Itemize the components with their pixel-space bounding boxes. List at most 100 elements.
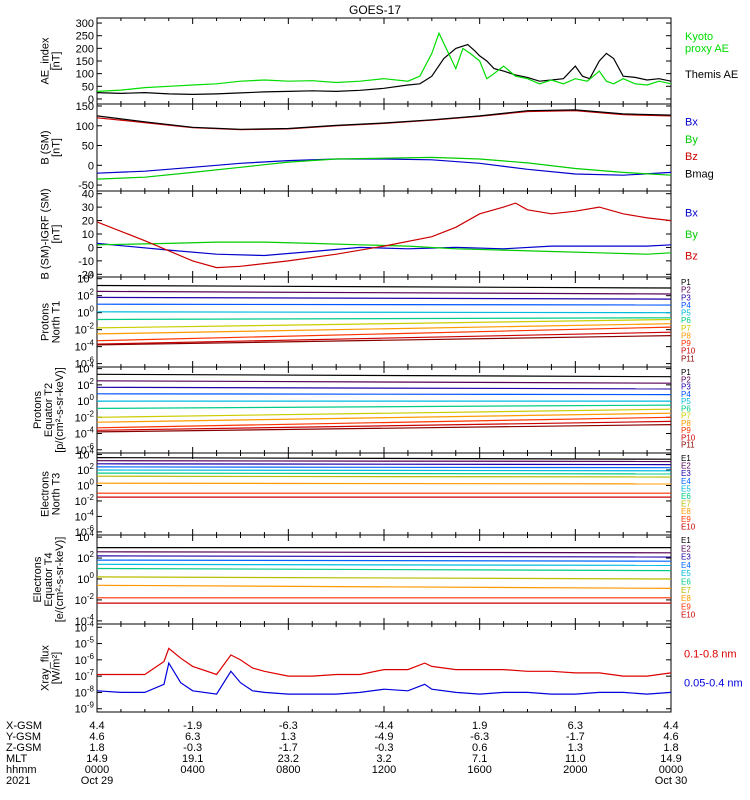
legend-label: P6	[681, 316, 691, 325]
series-line-p4	[96, 303, 672, 306]
x-tick-label: 1.9	[472, 720, 487, 732]
series-line-bz	[96, 110, 672, 131]
y-tick-label: 300	[76, 18, 94, 30]
x-tick-label: 0800	[276, 764, 300, 776]
legend-label: Bz	[685, 251, 698, 263]
y-tick-label: -10	[78, 256, 94, 268]
legend-label: P5	[681, 309, 691, 318]
legend-label: E7	[681, 586, 691, 595]
series-line-0-05-0-4-nm	[96, 661, 672, 695]
series-line-e5	[96, 469, 672, 472]
legend-label: Themis AE	[685, 69, 738, 81]
y-axis-label: B (SM)	[40, 130, 52, 164]
x-row-label: Y-GSM	[6, 731, 41, 743]
series-line-p6	[96, 404, 672, 409]
series-line-p5	[96, 311, 672, 314]
panel-frame	[96, 103, 672, 192]
series-line-e2	[96, 551, 672, 554]
series-line-e8	[96, 482, 672, 485]
series-line-p9	[96, 416, 672, 429]
y-tick-label: 10-2	[75, 322, 95, 337]
y-axis-label: Protons	[32, 391, 44, 429]
series-line-e4	[96, 466, 672, 469]
series-line-p3	[96, 386, 672, 390]
x-tick-label: -6.3	[279, 720, 298, 732]
legend-label: E4	[681, 561, 691, 570]
series-line-p2	[96, 380, 672, 384]
x-tick-label: 11.0	[565, 753, 586, 765]
y-axis-label: Protons	[40, 303, 52, 341]
y-tick-label: 10-4	[75, 619, 95, 634]
x-tick-label: 0.6	[472, 742, 487, 754]
y-tick-label: 20	[82, 216, 94, 228]
x-row-label: MLT	[6, 753, 27, 765]
y-tick-label: 10-2	[75, 409, 95, 424]
y-axis-label: [e/(cm²-s-sr-keV)]	[54, 537, 66, 623]
y-tick-label: 100	[76, 121, 94, 133]
x-row-label: Z-GSM	[6, 742, 41, 754]
legend-label: P1	[681, 368, 691, 377]
y-axis-label: North T1	[51, 301, 63, 344]
legend-label: E8	[681, 507, 691, 516]
legend-label: 0.05-0.4 nm	[684, 678, 743, 690]
legend-label: E10	[681, 522, 696, 531]
chart-title: GOES-17	[349, 3, 401, 17]
x-tick-label: 1600	[467, 764, 491, 776]
series-line-p1	[96, 284, 672, 289]
legend-label: P2	[681, 286, 691, 295]
x-tick-label: 6.3	[185, 731, 200, 743]
legend-label: E10	[681, 611, 696, 620]
x-tick-label: -4.4	[375, 720, 394, 732]
x-tick-label: -4.9	[375, 731, 394, 743]
series-line-p11	[96, 335, 672, 346]
y-tick-label: 100	[77, 477, 94, 492]
x-tick-label: 0000	[85, 764, 109, 776]
y-axis-label: Xray_flux	[40, 645, 52, 691]
panel-b_sm: 150 100 50 0 -50 B (SM) [nT] Bx By Bz Bmag	[40, 101, 714, 192]
x-tick-label: 0400	[180, 764, 204, 776]
legend-label: E8	[681, 594, 691, 603]
series-line-p10	[96, 420, 672, 431]
y-tick-label: 250	[76, 31, 94, 43]
panel-frame	[96, 623, 672, 713]
x-tick-label: 3.2	[376, 753, 391, 765]
y-axis-label: B (SM)-IGRF (SM)	[40, 188, 52, 279]
legend-label: E3	[681, 553, 691, 562]
y-tick-label: 10-8	[75, 684, 95, 699]
legend-label: E1	[681, 536, 691, 545]
x-tick-label: -1.7	[566, 731, 585, 743]
series-line-p8	[96, 412, 672, 423]
panel-xray: 10-4 10-510-610-710-8 10-9 Xray_flux [W/m²] 0…	[40, 619, 743, 715]
x-tick-label: -0.3	[375, 742, 394, 754]
x-tick-label: 1.3	[281, 731, 296, 743]
y-tick-label: 104	[77, 271, 94, 286]
legend-label: E9	[681, 602, 691, 611]
panel-frame	[96, 17, 672, 105]
legend-label: E2	[681, 544, 691, 553]
series-line-bmag	[96, 109, 672, 130]
y-axis-label: Electrons	[40, 471, 52, 517]
y-axis-label: [nT]	[51, 225, 63, 244]
legend-label: E1	[681, 454, 691, 463]
series-line-e8	[96, 584, 672, 590]
series-line-themis-ae	[96, 43, 672, 96]
y-axis-label: Equator T2	[43, 383, 55, 437]
legend-label: proxy AE	[685, 43, 729, 55]
y-tick-label: 104	[77, 529, 94, 544]
x-tick-label: 23.2	[278, 753, 299, 765]
series-line-e6	[96, 472, 672, 475]
y-axis-label: [nT]	[51, 138, 63, 157]
legend-label: E4	[681, 477, 691, 486]
y-tick-label: 200	[76, 43, 94, 55]
legend-label: E6	[681, 578, 691, 587]
legend-label: P10	[681, 347, 696, 356]
y-tick-label: 50	[82, 141, 94, 153]
series-line-e7	[96, 475, 672, 478]
panel-frame	[96, 276, 672, 368]
y-axis-label: AE_index	[40, 37, 52, 85]
legend-label: 0.1-0.8 nm	[684, 648, 737, 660]
y-tick-label: 100	[77, 393, 94, 408]
